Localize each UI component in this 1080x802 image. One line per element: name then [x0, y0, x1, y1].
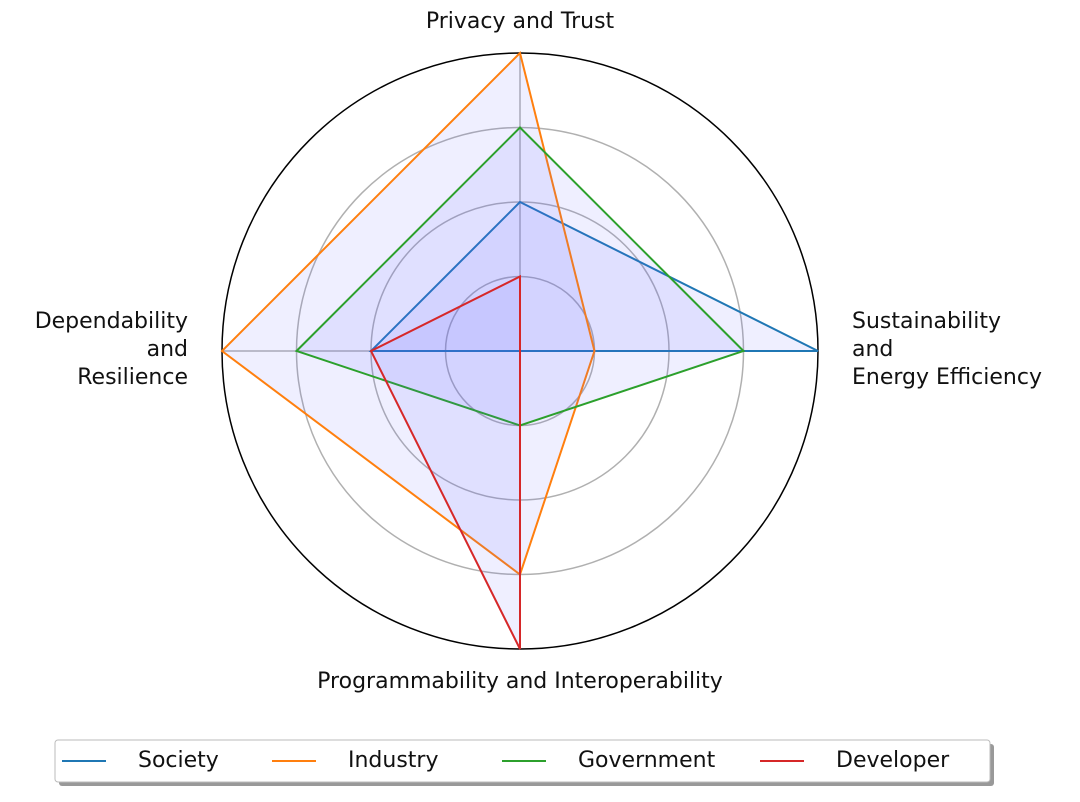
legend-label: Industry [348, 748, 439, 773]
series-line [369, 274, 521, 650]
axis-label: Privacy and Trust [426, 9, 615, 34]
axis-label-line: and [852, 337, 893, 362]
axis-label-line: Energy Efficiency [852, 365, 1042, 390]
axis-label-line: Privacy and Trust [426, 9, 615, 34]
axis-label-line: Sustainability [852, 309, 1001, 334]
axis-label-line: Resilience [77, 365, 188, 390]
axis-label-line: Programmability and Interoperability [317, 669, 723, 694]
axis-label: Dependability and Resilience [35, 309, 188, 390]
axis-label: Programmability and Interoperability [317, 669, 723, 694]
axis-label-line: Dependability [35, 309, 188, 334]
axis-label-line: and [147, 337, 188, 362]
series-area [222, 53, 595, 575]
legend-label: Government [578, 748, 716, 773]
axis-label: Sustainability and Energy Efficiency [852, 309, 1042, 390]
legend-label: Developer [836, 748, 950, 773]
legend-label: Society [138, 748, 219, 773]
series-area [371, 276, 520, 649]
